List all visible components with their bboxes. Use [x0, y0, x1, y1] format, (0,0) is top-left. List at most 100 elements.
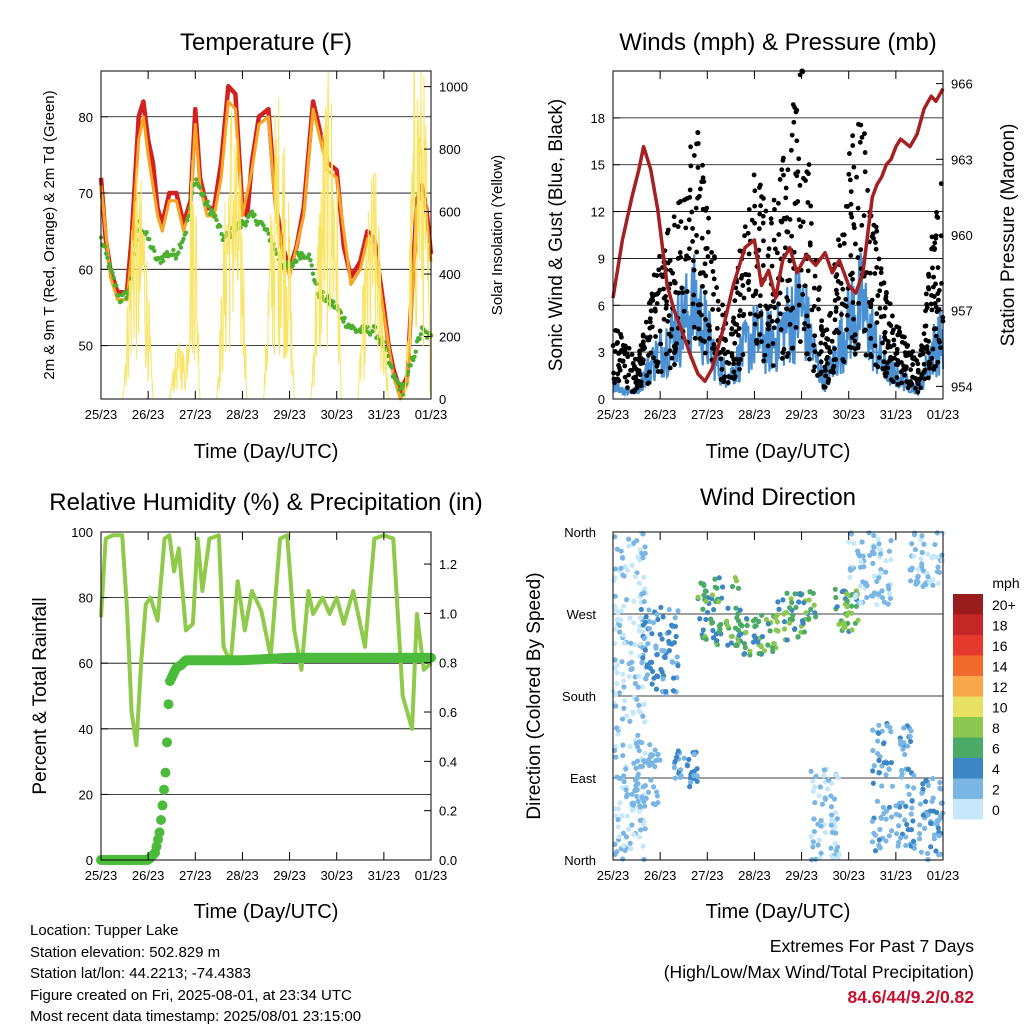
wind-direction-point — [631, 598, 637, 604]
gust-point — [640, 343, 646, 349]
wind-direction-point — [648, 753, 654, 760]
wind-direction-point — [806, 615, 812, 622]
wind-direction-point — [710, 627, 716, 634]
wind-direction-point — [879, 588, 885, 594]
gust-point — [933, 333, 939, 339]
wind-direction-point — [857, 583, 864, 589]
x-tick-label: 31/23 — [368, 868, 401, 883]
wind-direction-point — [816, 793, 822, 799]
gust-point — [796, 283, 802, 289]
wind-direction-point — [714, 585, 720, 591]
legend-label: 10 — [992, 700, 1008, 716]
gust-point — [921, 361, 927, 367]
wind-direction-point — [935, 580, 941, 586]
gust-point — [863, 352, 869, 358]
wind-direction-point — [818, 850, 824, 856]
gust-point — [806, 162, 812, 167]
wind-direction-point — [919, 790, 925, 796]
y-tick-label: 100 — [71, 525, 93, 540]
x-tick-label: 31/23 — [880, 868, 913, 883]
gust-point — [664, 351, 669, 357]
gust-point — [821, 328, 827, 334]
gust-point — [874, 311, 880, 317]
gust-point — [783, 245, 788, 251]
wind-direction-point — [743, 615, 750, 622]
x-tick-label: 27/23 — [179, 868, 212, 883]
wind-direction-point — [812, 800, 818, 806]
dewpoint-point — [181, 236, 186, 242]
gust-point — [922, 376, 927, 382]
humidity-ticks: 25/23 26/23 27/23 28/23 29/23 30/23 31/23 01/23… — [71, 525, 457, 883]
wind-direction-point — [931, 832, 938, 838]
gust-point — [850, 143, 856, 148]
gust-point — [688, 144, 694, 150]
wind-direction-point — [901, 817, 908, 823]
wind-direction-point — [888, 814, 895, 820]
figure-created: Figure created on Fri, 2025-08-01, at 23… — [30, 986, 352, 1004]
y2-tick-label: 960 — [951, 228, 973, 243]
gust-point — [708, 259, 714, 265]
wind-direction-point — [620, 830, 627, 836]
wind-direction-ticks: 25/23 26/23 27/23 28/23 29/23 30/23 31/23 01/23… — [562, 525, 959, 883]
gust-point — [715, 298, 721, 304]
gust-point — [794, 173, 800, 179]
gust-point — [881, 359, 887, 365]
gust-point — [622, 350, 628, 356]
wind-direction-point — [810, 778, 816, 784]
gust-point — [854, 174, 859, 180]
wind-direction-point — [670, 688, 676, 694]
gust-point — [762, 352, 768, 358]
gust-point — [796, 302, 802, 308]
wind-direction-point — [735, 611, 741, 617]
gust-point — [694, 249, 700, 255]
wind-direction-point — [622, 564, 628, 570]
gust-point — [897, 330, 903, 335]
wind-direction-point — [849, 627, 855, 633]
wind-direction-point — [931, 808, 937, 814]
wind-direction-point — [700, 627, 706, 633]
gust-point — [691, 292, 697, 298]
wind-direction-point — [930, 775, 936, 782]
dewpoint-point — [144, 229, 149, 235]
y-tick-label: West — [567, 607, 597, 622]
gust-point — [691, 267, 697, 273]
wind-direction-point — [810, 839, 816, 845]
wind-direction-point — [642, 750, 648, 756]
gust-point — [844, 327, 849, 333]
gust-point — [874, 265, 880, 270]
wind-direction-point — [741, 651, 748, 657]
wind-direction-point — [925, 574, 931, 580]
wind-direction-point — [832, 586, 838, 592]
gust-point — [811, 368, 816, 374]
gust-point — [615, 371, 621, 377]
wind-direction-point — [612, 657, 618, 663]
wind-direction-point — [652, 747, 658, 753]
gust-point — [773, 246, 778, 252]
wind-direction-point — [811, 828, 818, 835]
y-tick-label: 12 — [591, 205, 605, 220]
wind-direction-point — [833, 594, 839, 601]
legend-label: 12 — [992, 679, 1008, 695]
wind-direction-point — [624, 792, 630, 798]
wind-direction-point — [826, 777, 832, 783]
dewpoint-point — [405, 369, 411, 374]
wind-direction-point — [632, 680, 639, 687]
wind-direction-point — [632, 573, 638, 580]
gust-point — [797, 339, 803, 345]
wind-direction-point — [624, 567, 631, 574]
gust-point — [883, 290, 889, 296]
wind-direction-point — [938, 786, 944, 792]
gust-point — [876, 355, 882, 360]
legend-swatch — [953, 655, 983, 676]
wind-direction-point — [788, 596, 794, 602]
gust-point — [899, 339, 905, 345]
wind-direction-point — [821, 772, 827, 779]
wind-direction-point — [634, 696, 640, 702]
wind-direction-point — [927, 579, 933, 585]
gust-point — [626, 372, 632, 378]
gust-point — [777, 311, 783, 317]
gust-point — [771, 325, 777, 331]
y-tick-label: 0 — [598, 392, 605, 407]
x-tick-label: 26/23 — [644, 868, 677, 883]
y2-tick-label: 0.6 — [439, 705, 457, 720]
